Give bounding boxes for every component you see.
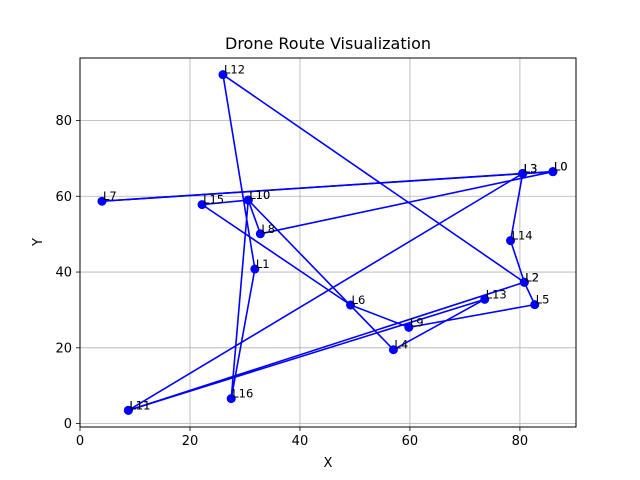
route-point bbox=[346, 300, 356, 310]
route-point bbox=[226, 394, 236, 404]
plot-frame bbox=[79, 57, 577, 428]
route-point bbox=[519, 277, 529, 287]
route-point bbox=[548, 167, 558, 177]
route-point bbox=[480, 294, 490, 304]
point-label: L3 bbox=[524, 162, 538, 176]
route-points bbox=[97, 70, 558, 415]
point-label: L10 bbox=[249, 188, 270, 202]
point-label: L16 bbox=[232, 387, 253, 401]
route-segment bbox=[101, 170, 553, 203]
route-point bbox=[243, 195, 253, 205]
point-label: L10 bbox=[249, 188, 270, 202]
point-label: L5 bbox=[536, 293, 550, 307]
x-tick-label: 80 bbox=[512, 434, 529, 449]
route-segment bbox=[247, 199, 395, 351]
chart-title: Drone Route Visualization bbox=[225, 34, 431, 53]
route-segment bbox=[260, 170, 554, 235]
point-label: L4 bbox=[394, 338, 408, 352]
route-point bbox=[506, 236, 516, 246]
point-label: L7 bbox=[103, 189, 117, 203]
grid bbox=[79, 58, 576, 427]
point-label: L13 bbox=[486, 287, 507, 301]
route-segment bbox=[509, 240, 526, 283]
point-label: L2 bbox=[525, 270, 539, 284]
route-point bbox=[530, 300, 540, 310]
y-tick-label: 80 bbox=[55, 114, 72, 129]
point-label: L1 bbox=[256, 257, 270, 271]
y-axis-label: Y bbox=[31, 238, 46, 247]
point-label: L8 bbox=[261, 222, 275, 236]
route-point bbox=[250, 264, 260, 274]
y-tick-label: 20 bbox=[55, 341, 72, 356]
route-point bbox=[518, 169, 528, 179]
point-label: L12 bbox=[224, 63, 245, 77]
point-label: L11 bbox=[129, 398, 150, 412]
route-segment bbox=[222, 74, 525, 283]
route-segment bbox=[127, 172, 524, 412]
route-point bbox=[388, 345, 398, 355]
point-label: L2 bbox=[525, 270, 539, 284]
route-point bbox=[123, 405, 133, 415]
route-point bbox=[404, 322, 414, 332]
route-segment bbox=[128, 281, 525, 412]
y-tick-label: 60 bbox=[55, 190, 72, 205]
x-tick-label: 20 bbox=[182, 434, 199, 449]
route-segment bbox=[201, 199, 249, 206]
route-segment bbox=[408, 303, 535, 329]
point-label: L0 bbox=[554, 160, 568, 174]
y-axis-ticks: 0 20 40 60 80 bbox=[55, 114, 80, 432]
route-segment bbox=[350, 304, 410, 329]
route-segment bbox=[247, 199, 262, 235]
point-label: L14 bbox=[512, 229, 533, 243]
x-axis-ticks: 0 20 40 60 80 bbox=[76, 427, 528, 449]
point-label: L15 bbox=[203, 193, 224, 207]
route-segment bbox=[393, 298, 486, 351]
route-segment bbox=[201, 203, 351, 306]
point-label: L3 bbox=[524, 162, 538, 176]
x-tick-label: 40 bbox=[292, 434, 309, 449]
point-labels: L0L3L7L0L8L10L16L1L12L2L14L3L11L13L4L10L… bbox=[103, 63, 568, 413]
y-tick-label: 0 bbox=[64, 417, 72, 432]
route-segment bbox=[509, 173, 524, 241]
x-tick-label: 0 bbox=[76, 434, 84, 449]
x-axis-label: X bbox=[324, 456, 333, 471]
route-lines bbox=[101, 74, 554, 412]
x-tick-label: 60 bbox=[402, 434, 419, 449]
point-label: L6 bbox=[352, 293, 366, 307]
point-label: L9 bbox=[410, 315, 424, 329]
route-point bbox=[97, 196, 107, 206]
route-point bbox=[218, 70, 228, 80]
point-label: L0 bbox=[554, 160, 568, 174]
point-label: L11 bbox=[129, 398, 150, 412]
y-tick-label: 40 bbox=[55, 266, 72, 281]
route-point bbox=[197, 200, 207, 210]
route-point bbox=[255, 229, 265, 239]
